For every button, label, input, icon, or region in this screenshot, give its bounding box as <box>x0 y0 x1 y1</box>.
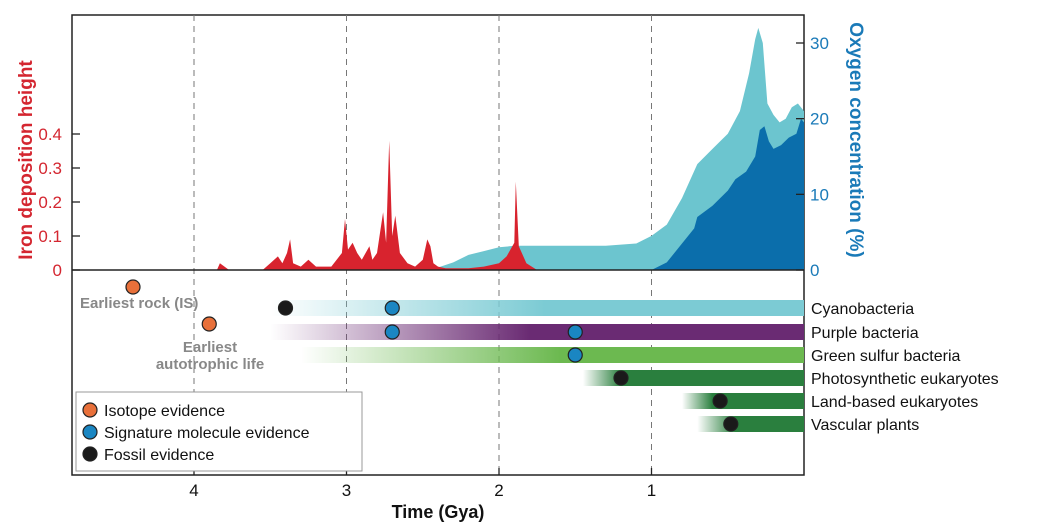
area-series <box>216 27 804 271</box>
lineage-bar-2 <box>300 347 804 363</box>
legend-marker-fossil <box>82 446 98 462</box>
y-right-tick-label-3: 30 <box>810 34 829 53</box>
x-tick-label-2: 2 <box>494 481 503 500</box>
lineage-bar-1 <box>270 324 804 340</box>
y-left-tick-label-3: 0.3 <box>38 159 62 178</box>
lineage-bar-5 <box>697 416 804 432</box>
lineage-bar-3 <box>582 370 804 386</box>
legend-label-fossil: Fossil evidence <box>104 447 214 464</box>
legend-marker-isotope <box>82 402 98 418</box>
lineage-label-1: Purple bacteria <box>811 325 919 342</box>
lineage-label-3: Photosynthetic eukaryotes <box>811 371 999 388</box>
evidence-dot-signature-5 <box>567 324 583 340</box>
x-tick-label-1: 3 <box>342 481 351 500</box>
lineage-bars <box>270 300 804 432</box>
evidence-dot-fossil-8 <box>712 393 728 409</box>
legend-label-isotope: Isotope evidence <box>104 403 225 420</box>
evidence-dot-signature-4 <box>384 324 400 340</box>
y-left-tick-label-0: 0 <box>53 261 62 280</box>
y-left-tick-label-4: 0.4 <box>38 125 62 144</box>
lineage-bar-0 <box>270 300 804 316</box>
earliest-life-label-2: autotrophic life <box>156 356 264 373</box>
oxygen-deep-area <box>651 118 804 270</box>
lineage-label-2: Green sulfur bacteria <box>811 348 961 365</box>
evidence-dot-signature-3 <box>384 300 400 316</box>
evidence-dot-isotope-0 <box>125 279 141 295</box>
lineage-label-4: Land-based eukaryotes <box>811 394 978 411</box>
x-tick-label-3: 1 <box>647 481 656 500</box>
evidence-dot-fossil-7 <box>613 370 629 386</box>
lineage-label-0: Cyanobacteria <box>811 301 914 318</box>
y-right-title: Oxygen concentration (%) <box>845 22 866 257</box>
y-left-tick-label-2: 0.2 <box>38 193 62 212</box>
evidence-dot-fossil-9 <box>723 416 739 432</box>
legend-label-signature: Signature molecule evidence <box>104 425 310 442</box>
legend-marker-signature <box>82 424 98 440</box>
evidence-dot-signature-6 <box>567 347 583 363</box>
earliest-rock-label: Earliest rock (IS) <box>80 295 198 312</box>
earliest-life-label-1: Earliest <box>183 339 237 356</box>
evidence-dot-fossil-2 <box>277 300 294 316</box>
y-left-title: Iron deposition height <box>16 60 37 260</box>
axes: Cyanobacteria Purple bacteria Green sulfur… <box>38 34 998 500</box>
lineage-label-5: Vascular plants <box>811 417 919 434</box>
y-right-tick-label-0: 0 <box>810 261 819 280</box>
legend-box <box>75 391 363 472</box>
evidence-points <box>125 279 739 432</box>
x-axis-title: Time (Gya) <box>392 502 485 522</box>
lineage-bar-4 <box>682 393 804 409</box>
y-right-tick-label-1: 10 <box>810 185 829 204</box>
y-right-tick-label-2: 20 <box>810 110 829 129</box>
y-left-tick-label-1: 0.1 <box>38 227 62 246</box>
legend: Isotope evidence Signature molecule evide… <box>75 391 363 472</box>
x-tick-label-0: 4 <box>189 481 198 500</box>
evidence-dot-isotope-1 <box>201 316 217 332</box>
